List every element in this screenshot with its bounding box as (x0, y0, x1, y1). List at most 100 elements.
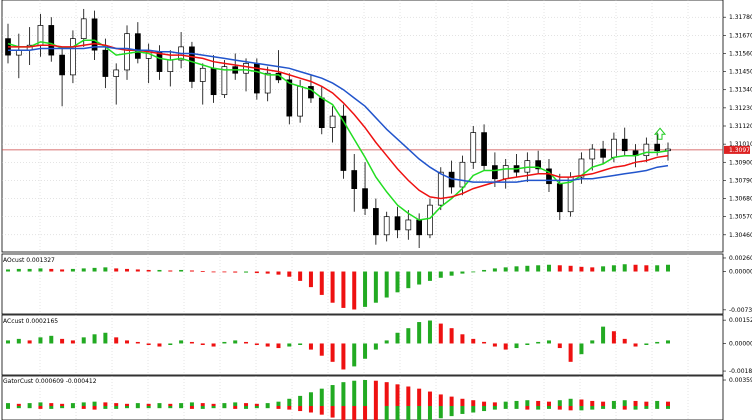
gator-upper-bar (395, 384, 400, 406)
gator-upper-bar (449, 396, 454, 406)
y-tick-label: 1.31780 (729, 14, 752, 21)
histogram-bar (384, 271, 389, 298)
histogram-bar (114, 268, 119, 272)
gator-upper-bar (438, 394, 443, 406)
gator-lower-bar (254, 406, 259, 409)
histogram-bar (655, 265, 660, 272)
histogram-bar (157, 343, 162, 347)
candle-body (340, 115, 347, 171)
histogram-bar (211, 343, 216, 347)
candle-body (243, 63, 249, 74)
candle-body (113, 69, 120, 77)
histogram-bar (298, 343, 303, 345)
gator-lower-bar (395, 406, 400, 420)
y-tick-label: 0.003597 (729, 377, 752, 384)
gator-lower-bar (168, 406, 173, 409)
gator-lower-bar (16, 406, 21, 409)
candle-body (124, 33, 130, 71)
histogram-bar (189, 341, 194, 344)
gator-upper-bar (330, 385, 335, 406)
gator-lower-bar (298, 406, 303, 412)
histogram-bar (244, 341, 249, 344)
gator-lower-bar (244, 406, 249, 409)
histogram-bar (298, 271, 303, 281)
candle-body (405, 219, 412, 231)
gator-lower-bar (49, 406, 54, 409)
histogram-bar (384, 340, 389, 344)
gator-lower-bar (363, 406, 368, 420)
histogram-bar (438, 271, 443, 278)
gator-lower-bar (384, 406, 389, 420)
histogram-bar (633, 264, 638, 272)
histogram-bar (395, 332, 400, 344)
gator-lower-bar (373, 406, 378, 420)
gator-lower-bar (492, 406, 497, 410)
ac-label: ACcust 0.0002165 (3, 318, 58, 325)
series-line-lips (7, 39, 669, 221)
histogram-bar (373, 271, 378, 303)
histogram-bar (319, 271, 324, 295)
gator-lower-bar (633, 406, 638, 410)
gator-lower-bar (449, 406, 454, 417)
gator-upper-bar (114, 403, 119, 406)
histogram-bar (579, 343, 584, 355)
histogram-bar (601, 266, 606, 272)
candle-body (221, 66, 228, 96)
histogram-bar (135, 341, 140, 344)
candle-body (654, 143, 661, 152)
candle-body (643, 143, 650, 157)
histogram-bar (16, 268, 21, 272)
candle-body (297, 86, 303, 117)
y-tick-label: 1.30900 (729, 159, 752, 166)
gator-upper-bar (6, 403, 10, 406)
histogram-bar (70, 268, 75, 272)
panel-frame (1, 253, 724, 315)
gator-upper-bar (666, 401, 670, 406)
histogram-bar (666, 340, 670, 344)
histogram-bar (27, 268, 32, 272)
gator-upper-bar (222, 403, 227, 406)
y-tick-label: 0.002604 (729, 255, 752, 262)
histogram-bar (211, 271, 216, 273)
gator-upper-bar (341, 382, 346, 406)
gator-lower-bar (211, 406, 216, 409)
ao-label: AOcust 0.001327 (3, 257, 55, 264)
histogram-bar (417, 271, 422, 285)
gator-lower-bar (60, 406, 65, 409)
histogram-bar (276, 271, 281, 275)
histogram-bar (319, 343, 324, 356)
histogram-bar (103, 267, 108, 272)
histogram-bar (503, 267, 508, 272)
histogram-bar (622, 338, 627, 344)
histogram-bar (287, 343, 292, 347)
gator-upper-bar (384, 382, 389, 406)
histogram-bar (482, 341, 487, 344)
gator-lower-bar (81, 406, 86, 409)
gator-upper-bar (287, 398, 292, 406)
histogram-bar (135, 269, 140, 272)
histogram-bar (146, 269, 151, 272)
gator-upper-bar (308, 392, 313, 406)
histogram-bar (308, 343, 313, 350)
gator-lower-bar (70, 406, 75, 409)
gator-upper-bar (298, 395, 303, 406)
y-tick-label: 0.0015252 (729, 317, 752, 324)
gator-lower-bar (125, 406, 130, 409)
histogram-bar (49, 268, 54, 272)
histogram-bar (330, 271, 335, 303)
histogram-bar (655, 341, 660, 344)
gator-lower-bar (330, 406, 335, 418)
histogram-bar (514, 343, 519, 349)
candle-body (329, 115, 336, 128)
histogram-bar (352, 343, 357, 367)
gator-lower-bar (265, 406, 270, 409)
histogram-bar (168, 270, 173, 272)
candle-body (383, 216, 390, 236)
gator-upper-bar (200, 403, 205, 406)
gator-upper-bar (482, 401, 487, 406)
histogram-bar (125, 268, 130, 272)
gator-lower-bar (438, 406, 443, 419)
histogram-bar (601, 326, 606, 344)
histogram-bar (254, 271, 259, 274)
ao-panel: 0.002604 0.000000 -0.007372 (1, 253, 752, 315)
